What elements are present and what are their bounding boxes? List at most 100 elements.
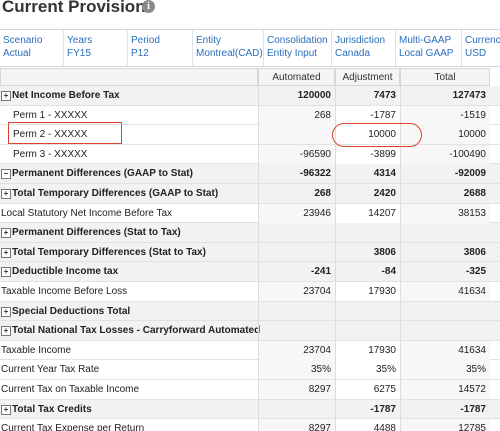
pov-value: FY15	[67, 48, 91, 59]
pov-label: Entity	[196, 35, 222, 46]
column-header: Automated	[258, 68, 335, 86]
table-row: + Special Deductions Total	[0, 301, 500, 322]
table-row: + Total National Tax Losses - Carryforwar…	[0, 321, 500, 341]
pov-value: Montreal(CAD)	[196, 48, 263, 59]
pov-label: Scenario	[3, 35, 43, 46]
cell-value: 268	[258, 184, 335, 203]
cell-value: -1787	[335, 399, 400, 419]
table-row: − Permanent Differences (GAAP to Stat) -96…	[0, 164, 500, 184]
row-label: Total National Tax Losses - Carryforward…	[12, 325, 261, 337]
table-row: Current Tax Expense per Return 8297 4488 12…	[0, 419, 500, 431]
expand-toggle[interactable]: +	[1, 247, 11, 258]
row-label: Current Year Tax Rate	[1, 364, 100, 376]
pov-item[interactable]: Period P12	[128, 30, 193, 66]
cell-value: -241	[258, 262, 335, 282]
pov-item[interactable]: Currency USD	[462, 30, 500, 66]
cell-value: 41634	[400, 282, 490, 301]
expand-toggle[interactable]: +	[1, 404, 11, 415]
row-label: Perm 1 - XXXXX	[13, 109, 88, 121]
table-row: + Deductible Income tax -241 -84 -325	[0, 262, 500, 282]
header-blank	[0, 68, 258, 86]
pov-value: Entity Input	[267, 48, 318, 59]
cell-value: -96590	[258, 144, 335, 164]
cell-value	[335, 321, 400, 341]
column-header: Adjustment	[335, 68, 400, 86]
cell-value	[258, 301, 335, 321]
row-label: Current Tax on Taxable Income	[1, 384, 140, 395]
cell-value: 38153	[400, 203, 490, 223]
table-row: Perm 1 - XXXXX 268 -1787 -1519	[0, 105, 500, 126]
expand-toggle[interactable]: +	[1, 267, 11, 278]
cell-value	[400, 321, 490, 341]
cell-value: 3806	[335, 242, 400, 262]
cell-value: 41634	[400, 340, 490, 360]
row-label: Perm 2 - XXXXX	[13, 129, 88, 141]
table-row: Taxable Income Before Loss 23704 17930 4163…	[0, 282, 500, 302]
row-label: Local Statutory Net Income Before Tax	[1, 207, 173, 219]
row-label: Current Tax Expense per Return	[1, 423, 145, 431]
row-label: Total Temporary Differences (GAAP to Sta…	[12, 188, 219, 199]
pov-bar: Scenario Actual Years FY15 Period P12 Entity Mo…	[0, 29, 500, 67]
table-row: + Permanent Differences (Stat to Tax)	[0, 223, 500, 243]
cell-value: 17930	[335, 282, 400, 301]
cell-value	[258, 223, 335, 243]
expand-toggle[interactable]: +	[1, 326, 11, 337]
pov-item[interactable]: Consolidation Entity Input	[264, 30, 332, 66]
cell-value	[258, 321, 335, 341]
highlight-box	[8, 122, 122, 144]
pov-label: Jurisdiction	[335, 35, 386, 46]
table-row: Local Statutory Net Income Before Tax 239…	[0, 203, 500, 224]
expand-toggle[interactable]: +	[1, 91, 11, 101]
cell-value: 35%	[258, 360, 335, 380]
table-row: Perm 2 - XXXXX 10000 10000	[0, 125, 500, 145]
cell-value	[258, 125, 335, 145]
pov-value: Local GAAP	[399, 48, 454, 59]
expand-toggle[interactable]: +	[1, 228, 11, 239]
highlight-oval	[332, 123, 422, 147]
column-header: Total	[400, 68, 490, 86]
pov-value: Actual	[3, 48, 31, 59]
pov-item[interactable]: Multi-GAAP Local GAAP	[396, 30, 462, 66]
pov-item[interactable]: Years FY15	[64, 30, 128, 66]
info-icon[interactable]: i	[142, 0, 155, 13]
expand-toggle[interactable]: −	[1, 169, 11, 180]
table-row: + Net Income Before Tax 120000 7473 127473	[0, 86, 500, 106]
table-row: Perm 3 - XXXXX -96590 -3899 -100490	[0, 144, 500, 165]
cell-value: 8297	[258, 380, 335, 399]
row-label: Total Tax Credits	[12, 403, 92, 415]
cell-value: 14572	[400, 380, 490, 399]
cell-value: 3806	[400, 242, 490, 262]
expand-toggle[interactable]: +	[1, 306, 11, 317]
page-title: Current Provision	[2, 0, 146, 16]
cell-value: -92009	[400, 164, 490, 184]
pov-item[interactable]: Scenario Actual	[0, 30, 64, 66]
cell-value	[258, 399, 335, 419]
pov-item[interactable]: Jurisdiction Canada	[332, 30, 396, 66]
pov-value: P12	[131, 48, 149, 59]
cell-value: -84	[335, 262, 400, 282]
cell-value: 17930	[335, 340, 400, 360]
pov-item[interactable]: Entity Montreal(CAD)	[193, 30, 264, 66]
row-label: Deductible Income tax	[12, 266, 119, 278]
pov-value: USD	[465, 48, 487, 59]
cell-value: 23704	[258, 340, 335, 360]
cell-value: 4314	[335, 164, 400, 184]
cell-value: -3899	[335, 144, 400, 164]
cell-value: 10000	[400, 125, 490, 145]
cell-value: 23704	[258, 282, 335, 301]
row-label: Perm 3 - XXXXX	[13, 148, 88, 160]
cell-value: -100490	[400, 144, 490, 164]
cell-value: 127473	[400, 86, 490, 105]
cell-value: 35%	[400, 360, 490, 380]
cell-value	[400, 301, 490, 321]
row-label: Permanent Differences (GAAP to Stat)	[12, 168, 193, 180]
pov-label: Currency	[465, 35, 500, 46]
pov-value: Canada	[335, 48, 371, 59]
row-label: Net Income Before Tax	[12, 90, 120, 101]
expand-toggle[interactable]: +	[1, 189, 11, 199]
cell-value: 14207	[335, 203, 400, 223]
row-label: Taxable Income	[1, 344, 72, 356]
cell-value	[335, 301, 400, 321]
cell-value: 23946	[258, 203, 335, 223]
row-label: Taxable Income Before Loss	[1, 286, 128, 297]
